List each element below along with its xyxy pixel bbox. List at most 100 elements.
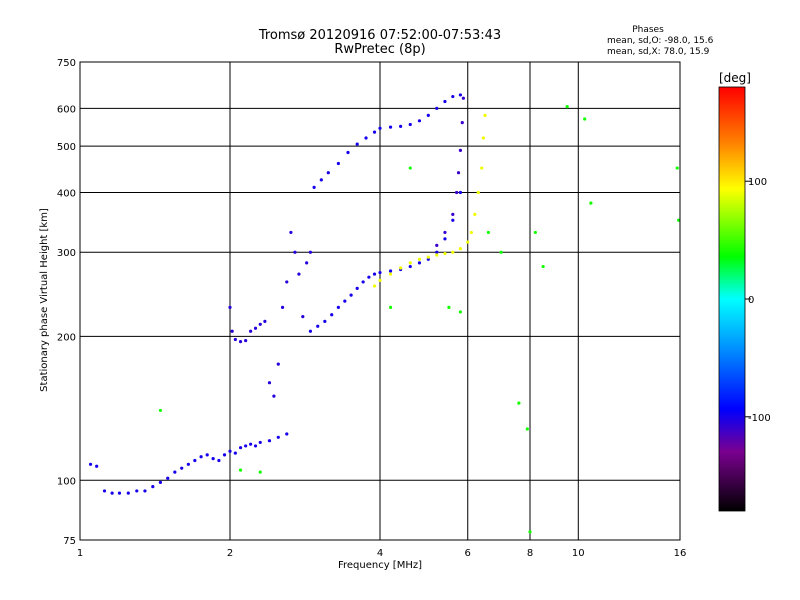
data-point [143,489,147,493]
data-point [305,261,309,265]
data-point [583,117,587,121]
chart-title: Tromsø 20120916 07:52:00-07:53:43 [258,28,501,43]
data-point [312,185,316,189]
data-point [455,190,459,195]
data-point [443,252,447,256]
data-point [285,280,289,284]
data-point [233,337,237,342]
y-axis-label: Stationary phase Virtual Height [km] [39,208,50,392]
data-point [293,250,297,254]
data-point [458,310,463,314]
data-point [372,130,377,134]
data-point [388,125,393,129]
x-tick-label: 10 [572,548,585,559]
colorbar-tick-label: 0 [748,295,754,306]
data-point [417,119,422,123]
data-point [158,480,163,484]
data-point [408,122,412,127]
data-point [486,230,490,235]
data-point [217,458,221,463]
colorbar-tick-label: 100 [748,177,767,188]
data-point [460,121,464,125]
x-tick-label: 1 [77,548,83,559]
data-point [95,464,99,468]
grid-lines [80,62,680,540]
data-point [408,264,412,269]
data-point [343,299,347,303]
x-tick-label: 4 [377,548,383,559]
data-point [336,305,340,309]
data-point [117,491,122,495]
data-point [480,166,484,170]
data-point [285,432,289,436]
data-point [675,166,679,170]
data-point [443,237,447,241]
data-point [364,136,368,140]
data-point [378,126,382,130]
data-point [372,284,377,288]
data-point [211,457,215,461]
data-point [399,124,403,128]
data-point [276,362,280,366]
data-point [186,462,190,466]
data-point [476,190,480,195]
data-point [308,329,313,333]
data-point [230,329,234,333]
y-tick-label: 300 [57,248,76,259]
colorbar-tick-label: -100 [748,413,771,424]
data-point [102,489,107,493]
data-point [388,272,393,276]
data-point [135,489,139,493]
data-point [481,136,485,140]
data-point [316,324,320,328]
data-point [301,315,305,319]
data-point [258,470,262,474]
data-point [435,253,439,257]
data-point [151,485,155,489]
data-point [461,96,465,100]
data-point [458,93,463,97]
data-point [346,150,350,155]
data-point [435,243,439,248]
data-point [589,201,593,205]
data-point [417,257,422,261]
data-point [258,322,262,326]
data-point [253,326,258,330]
data-point [541,264,545,269]
data-point [435,250,439,254]
plot-frame [79,61,681,541]
data-point [677,218,681,222]
x-tick-label: 16 [674,548,687,559]
data-point [378,270,382,275]
data-point [336,161,340,166]
phase-stats-x: mean, sd,X: 78.0, 15.9 [607,47,710,57]
data-point [372,272,377,276]
data-point [435,106,439,110]
x-axis-label: Frequency [MHz] [338,560,422,571]
data-point [517,401,521,405]
data-point [267,439,272,443]
data-point [263,319,267,323]
data-point [426,113,430,117]
data-point [367,275,371,279]
data-point [289,230,293,235]
data-point [180,466,184,470]
y-tick-label: 75 [63,536,76,547]
x-tick-label: 2 [227,548,233,559]
colorbar-label: [deg] [719,71,751,85]
data-point [326,171,330,175]
data-point [297,272,301,276]
chart-subtitle: RwPretec (8p) [334,42,425,57]
y-tick-label: 500 [57,142,76,153]
data-point [249,442,253,446]
x-tick-label: 6 [465,548,471,559]
data-point [280,305,285,309]
data-point [272,394,276,398]
y-axis-ticks: 75 100 200 300 400 500 600 750 [57,58,76,547]
y-tick-label: 400 [57,188,76,199]
data-point [355,142,359,146]
data-point [330,313,334,317]
data-point [533,230,537,235]
data-point [323,319,327,323]
